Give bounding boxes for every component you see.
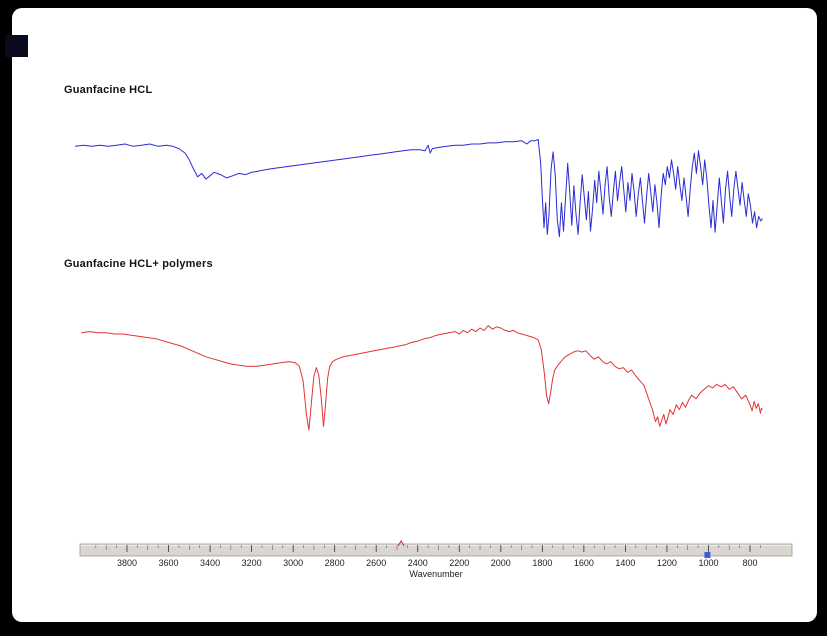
axis-tick-label: 1800 [532,558,552,568]
x-axis-title: Wavenumber [409,569,462,579]
label-guanfacine-hcl: Guanfacine HCL [64,84,153,96]
axis-tick-label: 2200 [449,558,469,568]
axis-marker-square [704,552,711,558]
axis-tick-label: 1200 [657,558,677,568]
label-guanfacine-hcl-polymers: Guanfacine HCL+ polymers [64,258,213,270]
axis-tick-label: 800 [742,558,757,568]
spectrum-trace-0 [75,139,763,238]
axis-tick-label: 2800 [325,558,345,568]
axis-tick-label: 2400 [408,558,428,568]
corner-chip [5,35,28,57]
spectra-traces [75,139,763,431]
axis-tick-label: 3600 [159,558,179,568]
axis-tick-label: 3000 [283,558,303,568]
axis-tick-label: 2000 [491,558,511,568]
axis-tick-label: 1600 [574,558,594,568]
axis-tick-label: 3800 [117,558,137,568]
axis-tick-label: 1400 [615,558,635,568]
axis-marker-caret [397,540,405,547]
axis-tick-label: 3200 [242,558,262,568]
axis-ruler [79,543,793,557]
wavenumber-axis: 3800 3600 3400 3200 3000 2800 2600 2400 2200 2000… [79,540,793,568]
axis-tick-label: 1000 [698,558,718,568]
spectrum-trace-1 [81,325,763,431]
axis-tick-label: 3400 [200,558,220,568]
axis-tick-label: 2600 [366,558,386,568]
spectra-panel: Guanfacine HCL Guanfacine HCL+ polymers [5,8,817,622]
